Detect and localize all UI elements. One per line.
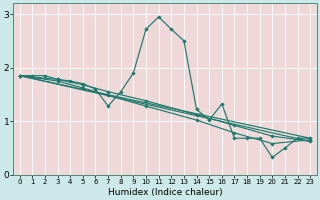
X-axis label: Humidex (Indice chaleur): Humidex (Indice chaleur) [108,188,222,197]
